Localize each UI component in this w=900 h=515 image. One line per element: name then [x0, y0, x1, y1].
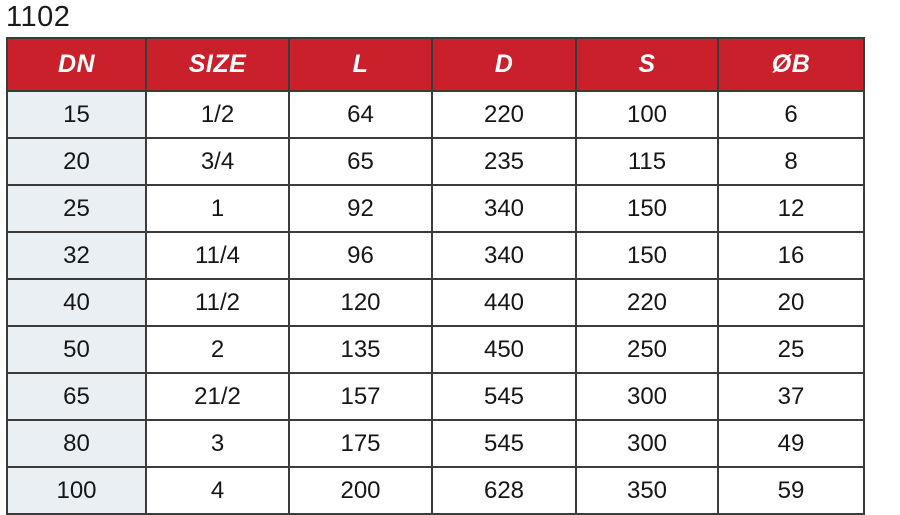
cell-size: 2 — [145, 325, 290, 374]
cell-dn: 20 — [6, 137, 147, 186]
column-header-dn: DN — [6, 37, 147, 92]
cell-s: 300 — [575, 372, 719, 421]
table-header: DN SIZE L D S ØB — [6, 37, 865, 92]
table-row: 65 21/2 157 545 300 37 — [6, 372, 865, 421]
table-body: 15 1/2 64 220 100 6 20 3/4 65 235 115 8 25 1 92 340 150 1… — [6, 90, 865, 515]
cell-l: 157 — [288, 372, 433, 421]
column-header-s: S — [575, 37, 719, 92]
header-row: DN SIZE L D S ØB — [6, 37, 865, 92]
cell-s: 350 — [575, 466, 719, 515]
table-row: 100 4 200 628 350 59 — [6, 466, 865, 515]
column-header-size: SIZE — [145, 37, 290, 92]
cell-size: 3 — [145, 419, 290, 468]
cell-s: 250 — [575, 325, 719, 374]
cell-size: 1 — [145, 184, 290, 233]
cell-dn: 100 — [6, 466, 147, 515]
cell-b: 49 — [717, 419, 865, 468]
cell-b: 16 — [717, 231, 865, 280]
cell-d: 545 — [431, 419, 577, 468]
cell-s: 150 — [575, 184, 719, 233]
cell-dn: 15 — [6, 90, 147, 139]
column-header-d: D — [431, 37, 577, 92]
table-row: 40 11/2 120 440 220 20 — [6, 278, 865, 327]
cell-dn: 80 — [6, 419, 147, 468]
cell-d: 340 — [431, 231, 577, 280]
cell-size: 4 — [145, 466, 290, 515]
table-row: 25 1 92 340 150 12 — [6, 184, 865, 233]
column-header-b: ØB — [717, 37, 865, 92]
cell-dn: 25 — [6, 184, 147, 233]
cell-size: 3/4 — [145, 137, 290, 186]
spec-table-container: DN SIZE L D S ØB 15 1/2 64 220 100 6 20 3/4 65 23… — [6, 37, 865, 515]
cell-b: 59 — [717, 466, 865, 515]
table-row: 20 3/4 65 235 115 8 — [6, 137, 865, 186]
cell-l: 96 — [288, 231, 433, 280]
cell-s: 100 — [575, 90, 719, 139]
cell-d: 340 — [431, 184, 577, 233]
cell-size: 11/2 — [145, 278, 290, 327]
cell-l: 120 — [288, 278, 433, 327]
cell-s: 300 — [575, 419, 719, 468]
cell-l: 65 — [288, 137, 433, 186]
cell-b: 8 — [717, 137, 865, 186]
cell-l: 92 — [288, 184, 433, 233]
cell-l: 175 — [288, 419, 433, 468]
cell-b: 6 — [717, 90, 865, 139]
cell-dn: 50 — [6, 325, 147, 374]
cell-size: 1/2 — [145, 90, 290, 139]
cell-b: 37 — [717, 372, 865, 421]
cell-d: 440 — [431, 278, 577, 327]
cell-b: 12 — [717, 184, 865, 233]
cell-dn: 65 — [6, 372, 147, 421]
table-row: 80 3 175 545 300 49 — [6, 419, 865, 468]
cell-l: 135 — [288, 325, 433, 374]
column-header-l: L — [288, 37, 433, 92]
page-root: 1102 DN SIZE L D S ØB 15 1/2 64 220 100 6 20 3/… — [6, 1, 865, 515]
cell-s: 150 — [575, 231, 719, 280]
cell-s: 220 — [575, 278, 719, 327]
cell-s: 115 — [575, 137, 719, 186]
cell-size: 21/2 — [145, 372, 290, 421]
table-row: 50 2 135 450 250 25 — [6, 325, 865, 374]
valve-dimension-table: DN SIZE L D S ØB 15 1/2 64 220 100 6 20 3/4 65 23… — [6, 37, 865, 515]
table-row: 32 11/4 96 340 150 16 — [6, 231, 865, 280]
cell-b: 25 — [717, 325, 865, 374]
cell-size: 11/4 — [145, 231, 290, 280]
cell-l: 200 — [288, 466, 433, 515]
table-row: 15 1/2 64 220 100 6 — [6, 90, 865, 139]
cell-dn: 40 — [6, 278, 147, 327]
cell-d: 235 — [431, 137, 577, 186]
cell-d: 450 — [431, 325, 577, 374]
cell-d: 220 — [431, 90, 577, 139]
cell-b: 20 — [717, 278, 865, 327]
cell-d: 628 — [431, 466, 577, 515]
cell-d: 545 — [431, 372, 577, 421]
cell-dn: 32 — [6, 231, 147, 280]
page-title: 1102 — [6, 1, 71, 33]
cell-l: 64 — [288, 90, 433, 139]
